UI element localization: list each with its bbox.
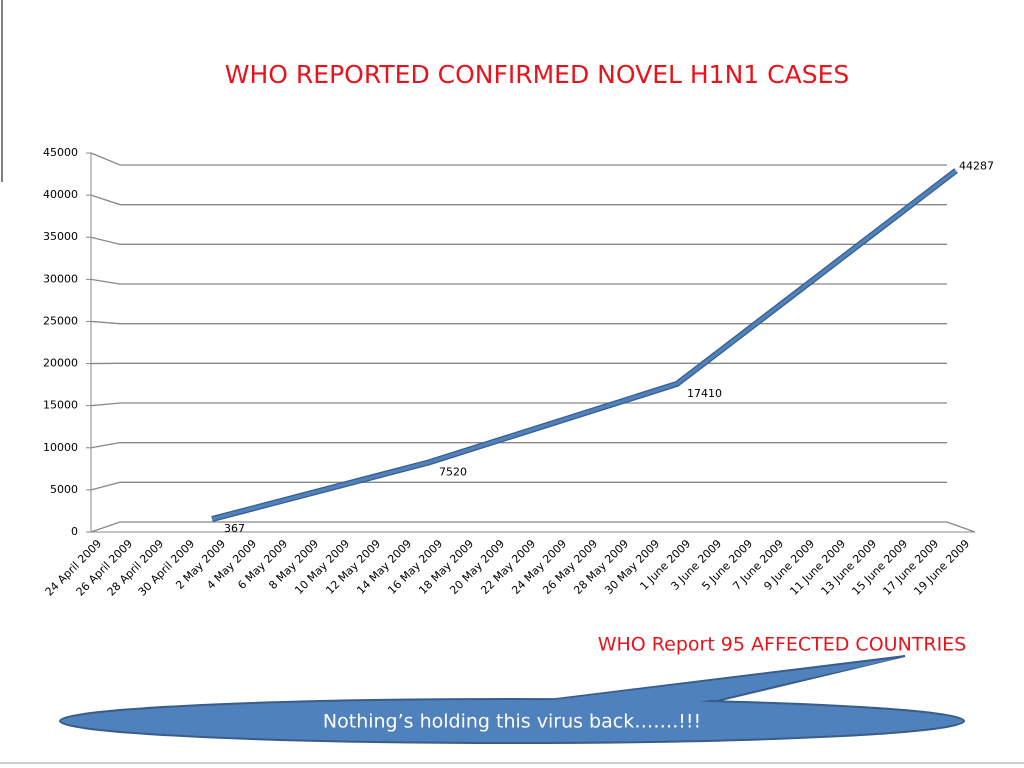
grid-line — [90, 402, 947, 407]
plot: 0 5000 10000 15000 20000 25000 30000 35000 40000… — [43, 146, 994, 599]
y-tick-label: 20000 — [43, 357, 78, 370]
callout-text: Nothing’s holding this virus back…….!!! — [323, 711, 701, 733]
y-tick-label: 45000 — [43, 146, 78, 159]
x-tick-label: 19 June 2009 — [911, 537, 972, 598]
y-tick-label: 10000 — [43, 441, 78, 454]
grid-line — [90, 194, 947, 206]
line-shadow — [211, 168, 958, 522]
y-tick-label: 25000 — [43, 314, 78, 327]
grid-line — [90, 481, 947, 491]
y-tick-label: 15000 — [43, 399, 78, 412]
data-label: 367 — [224, 522, 245, 535]
data-label: 44287 — [959, 160, 994, 173]
y-tick-label: 30000 — [43, 272, 78, 285]
annotation: WHO Report 95 AFFECTED COUNTRIES — [598, 634, 967, 656]
chart-title: WHO REPORTED CONFIRMED NOVEL H1N1 CASES — [225, 60, 849, 89]
grid-line — [90, 521, 976, 533]
callout — [59, 698, 965, 744]
grid-line — [90, 152, 947, 166]
y-tick-label: 0 — [71, 525, 78, 538]
data-label: 7520 — [439, 465, 467, 478]
y-tick-label: 40000 — [43, 188, 78, 201]
y-tick-label: 35000 — [43, 230, 78, 243]
grid-line — [90, 236, 947, 245]
data-label: 17410 — [687, 387, 722, 400]
grid-line — [90, 442, 947, 449]
y-tick-label: 5000 — [50, 483, 78, 496]
grid-line — [90, 320, 947, 325]
line — [211, 169, 958, 521]
grid-line — [90, 278, 947, 285]
callout-join — [552, 658, 900, 703]
